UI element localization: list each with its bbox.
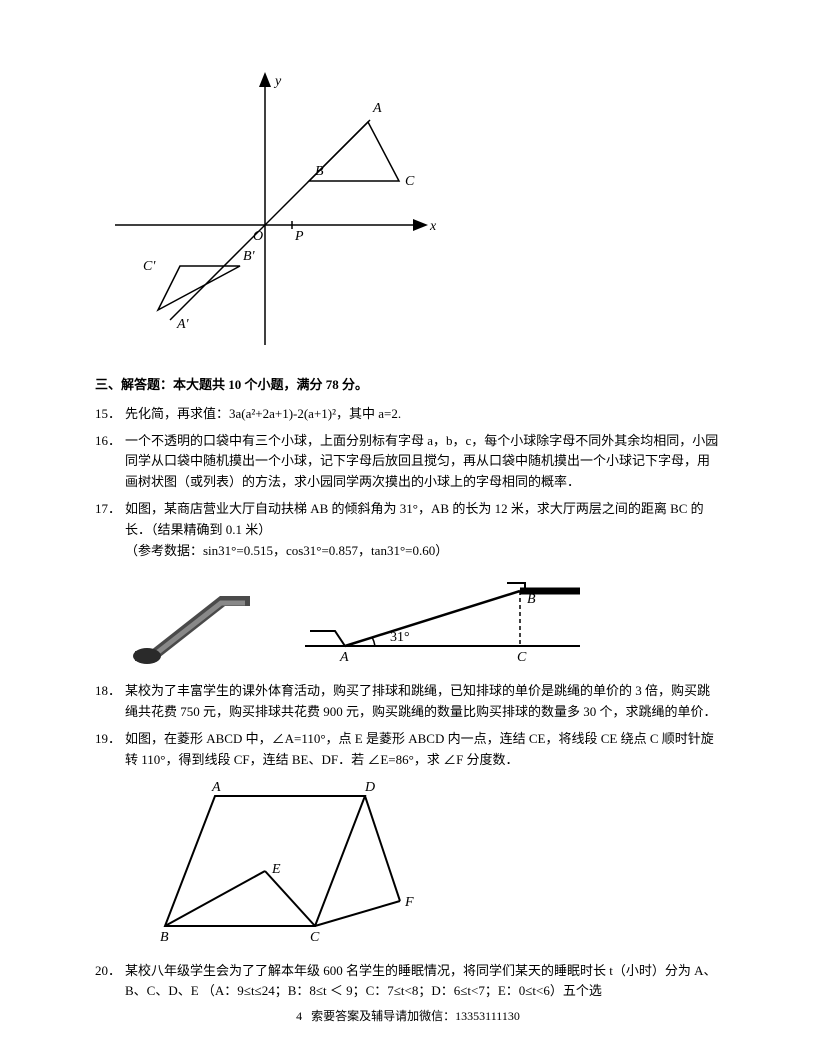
problem-text: 某校为了丰富学生的课外体育活动，购买了排球和跳绳，已知排球的单价是跳绳的单价的 … <box>125 681 721 723</box>
figure-escalator-row: 31° A B C <box>125 571 721 671</box>
problem-num: 20． <box>95 961 125 1003</box>
label-P: P <box>294 229 304 244</box>
problem-num: 18． <box>95 681 125 723</box>
problem-num: 15． <box>95 404 125 425</box>
problem-18: 18． 某校为了丰富学生的课外体育活动，购买了排球和跳绳，已知排球的单价是跳绳的… <box>95 681 721 723</box>
label-C: C <box>405 174 415 189</box>
problem-20: 20． 某校八年级学生会为了了解本年级 600 名学生的睡眠情况，将同学们某天的… <box>95 961 721 1003</box>
label-A17: A <box>339 650 349 665</box>
escalator-photo-icon <box>125 581 255 671</box>
problem-num: 17． <box>95 499 125 561</box>
label-E19: E <box>271 862 281 877</box>
problem-text: 如图，在菱形 ABCD 中，∠A=110°，点 E 是菱形 ABCD 内一点，连… <box>125 729 721 771</box>
figure-coordinate: y x O P A B C C' B' A' <box>95 60 721 355</box>
label-y: y <box>273 74 282 89</box>
label-B: B <box>315 164 324 179</box>
problem-text: 某校八年级学生会为了了解本年级 600 名学生的睡眠情况，将同学们某天的睡眠时长… <box>125 961 721 1003</box>
problem-text: 如图，某商店营业大厅自动扶梯 AB 的倾斜角为 31°，AB 的长为 12 米，… <box>125 499 721 541</box>
footer-text: 索要答案及辅导请加微信：13353111130 <box>311 1009 520 1023</box>
label-B19: B <box>160 930 169 945</box>
problem-17: 17． 如图，某商店营业大厅自动扶梯 AB 的倾斜角为 31°，AB 的长为 1… <box>95 499 721 561</box>
problem-num: 16． <box>95 431 125 493</box>
angle-label: 31° <box>390 630 410 645</box>
label-Aprime: A' <box>176 317 190 332</box>
problem-num: 19． <box>95 729 125 771</box>
problem-19: 19． 如图，在菱形 ABCD 中，∠A=110°，点 E 是菱形 ABCD 内… <box>95 729 721 771</box>
page-footer: 4 索要答案及辅导请加微信：13353111130 <box>0 1007 816 1026</box>
problem-text: 一个不透明的口袋中有三个小球，上面分别标有字母 a，b，c，每个小球除字母不同外… <box>125 431 721 493</box>
coord-svg: y x O P A B C C' B' A' <box>95 60 455 355</box>
label-F19: F <box>404 895 414 910</box>
label-A: A <box>372 101 382 116</box>
label-O: O <box>253 229 263 244</box>
label-x: x <box>429 219 437 234</box>
problem-text: 先化简，再求值：3a(a²+2a+1)-2(a+1)²，其中 a=2. <box>125 404 721 425</box>
escalator-diagram: 31° A B C <box>295 571 585 671</box>
problem-16: 16． 一个不透明的口袋中有三个小球，上面分别标有字母 a，b，c，每个小球除字… <box>95 431 721 493</box>
figure-rhombus: A D B C E F <box>155 781 721 951</box>
problem-text: （参考数据：sin31°=0.515，cos31°=0.857，tan31°=0… <box>125 541 721 562</box>
label-Cprime: C' <box>143 259 156 274</box>
rhombus-svg: A D B C E F <box>155 781 425 951</box>
label-Bprime: B' <box>243 249 256 264</box>
problem-15: 15． 先化简，再求值：3a(a²+2a+1)-2(a+1)²，其中 a=2. <box>95 404 721 425</box>
label-C19: C <box>310 930 320 945</box>
label-D19: D <box>364 781 375 795</box>
section-title: 三、解答题：本大题共 10 个小题，满分 78 分。 <box>95 375 721 396</box>
label-B17: B <box>527 592 536 607</box>
label-C17: C <box>517 650 527 665</box>
page-number: 4 <box>296 1009 302 1023</box>
label-A19: A <box>211 781 221 795</box>
